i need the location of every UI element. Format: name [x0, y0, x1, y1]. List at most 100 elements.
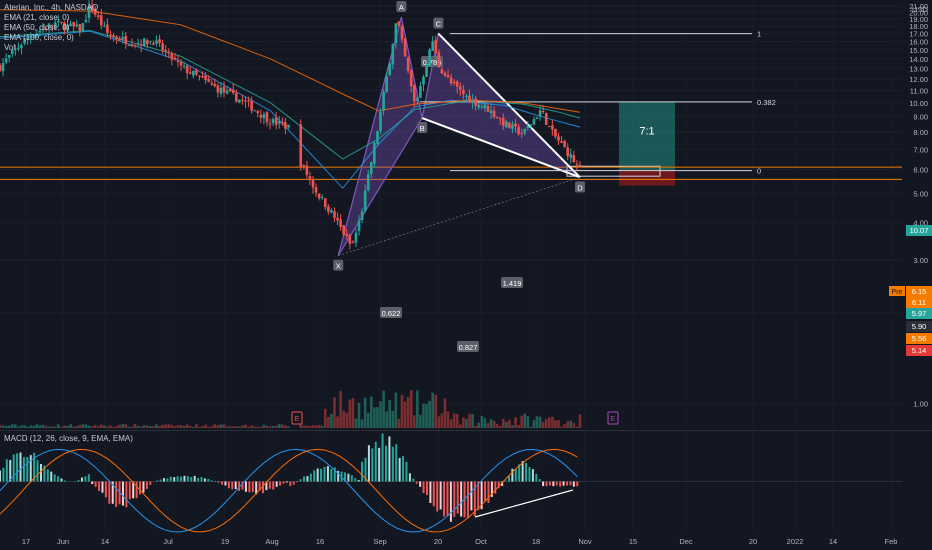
macd-histogram-bar [217, 481, 220, 483]
volume-bar [225, 426, 229, 428]
macd-histogram-bar [173, 477, 176, 482]
candle-body [277, 121, 281, 124]
volume-bar [281, 424, 284, 428]
candle-body [379, 111, 382, 132]
candle-body [459, 86, 462, 90]
macd-histogram-bar [221, 481, 224, 485]
volume-bar [231, 426, 235, 428]
price-tick-label: 7.00 [913, 145, 928, 154]
macd-histogram-bar [480, 481, 483, 510]
macd-histogram-bar [313, 470, 316, 482]
macd-divergence-line [474, 489, 574, 518]
risk-reward-box: 7:1 [566, 101, 675, 186]
macd-histogram-bar [494, 481, 497, 494]
volume-bar [192, 426, 195, 428]
macd-histogram-bar [395, 444, 398, 482]
candle-body [87, 6, 91, 18]
candle-body [412, 85, 416, 102]
volume-bar [26, 426, 29, 428]
volume-bar [277, 424, 281, 428]
macd-histogram-bar [511, 468, 514, 482]
candle-body [167, 51, 171, 53]
time-tick-label: 20 [749, 537, 757, 546]
price-tags: 10.07 Pre 6.15 6.11 5.97 5.90 5.56 5.14 [889, 225, 932, 356]
macd-histogram-bar [309, 473, 312, 482]
candle-body [486, 106, 490, 112]
earnings-marker-label: E [295, 416, 300, 423]
volume-bar [96, 426, 100, 428]
pattern-cd-line [437, 32, 581, 179]
volume-bar [483, 418, 487, 428]
macd-histogram-bar [26, 457, 29, 482]
volume-bar [29, 425, 32, 428]
volume-bar [336, 416, 339, 428]
candle-body [391, 44, 395, 65]
macd-histogram-bar [371, 448, 374, 482]
candle-body [106, 24, 109, 34]
ema21-legend: EMA (21, close, 0) [4, 13, 70, 22]
candle-body [133, 45, 137, 47]
volume-bar [520, 415, 523, 428]
candle-body [121, 36, 125, 39]
macd-histogram-bar [183, 475, 186, 482]
volume-bar [360, 419, 364, 428]
macd-histogram-bar [419, 481, 422, 487]
candle-body [434, 39, 438, 53]
volume-bar [425, 403, 428, 428]
candle-body [170, 53, 174, 60]
candle-body [299, 124, 303, 167]
macd-histogram-bar [115, 481, 118, 507]
candle-body [142, 38, 146, 46]
price-tag-label: 10.07 [910, 226, 929, 235]
price-tag [906, 297, 932, 308]
macd-histogram-bar [87, 474, 90, 482]
candle-body [176, 61, 180, 63]
volume-bar [7, 425, 11, 428]
candle-body [84, 19, 88, 23]
candle-body [330, 210, 333, 213]
candle-body [323, 198, 327, 208]
volume-bar [38, 425, 42, 428]
volume-bar [228, 426, 232, 428]
macd-histogram-bar [190, 476, 193, 482]
candle-body [1, 63, 5, 72]
volume-bar [41, 424, 45, 428]
candle-body [78, 24, 82, 32]
macd-histogram-bar [412, 478, 415, 482]
macd-histogram-bar [545, 481, 548, 487]
price-tick-label: 11.00 [910, 86, 928, 95]
volume-bar [145, 425, 149, 428]
macd-pane: 0.500.00-0.50 [0, 432, 928, 533]
volume-bar [167, 424, 171, 428]
candle-body [57, 20, 60, 22]
volume-bar [133, 424, 137, 428]
candle-body [287, 124, 290, 128]
volume-bar [241, 425, 244, 428]
macd-histogram-bar [145, 481, 148, 489]
time-tick-label: 20 [434, 537, 442, 546]
volume-bar [149, 426, 152, 428]
volume-bar [385, 411, 388, 428]
volume-bar [560, 426, 563, 428]
candle-body [498, 117, 502, 119]
macd-histogram-bar [46, 469, 49, 482]
volume-bar [388, 400, 392, 428]
volume-bar [544, 418, 548, 428]
candle-body [7, 55, 11, 58]
candle-body [50, 24, 54, 26]
macd-histogram-bar [94, 481, 97, 487]
macd-histogram-bar [186, 476, 189, 482]
volume-bar [66, 425, 69, 428]
volume-bar [302, 425, 306, 428]
candle-body [201, 76, 204, 78]
candle-body [557, 136, 560, 141]
pattern-point-label: X [336, 262, 341, 271]
volume-bar [563, 423, 566, 428]
candle-body [228, 88, 232, 92]
time-tick-label: 18 [532, 537, 540, 546]
candle-body [403, 38, 407, 57]
candle-body [210, 82, 214, 85]
volume-bar [106, 426, 109, 428]
macd-histogram-bar [490, 481, 493, 497]
